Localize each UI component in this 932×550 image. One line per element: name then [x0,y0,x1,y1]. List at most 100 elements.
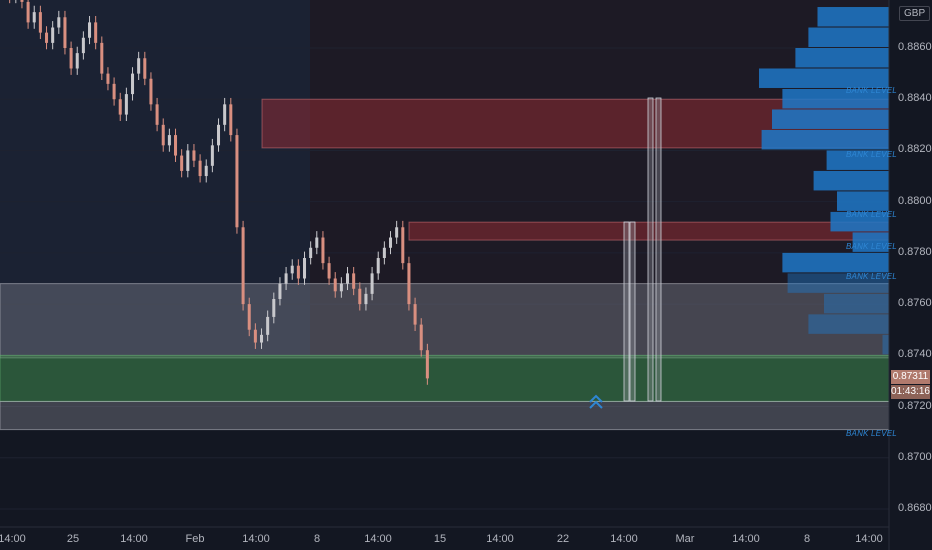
candle-body [407,263,411,305]
candle-body [223,104,227,125]
candle-body [321,237,325,264]
candle-body [26,1,30,23]
bank-level-label: BANK LEVEL [846,150,897,159]
candle-body [94,22,98,43]
candle-body [63,17,67,48]
volume-profile-bar [782,252,889,273]
price-tick-label: 0.86800 [898,502,932,514]
volume-profile-bar [882,334,889,355]
candle-body [260,334,264,343]
candle-body [247,304,251,330]
demand-zone [0,354,890,402]
candle-body [253,329,257,343]
time-tick-label: 14:00 [855,533,883,545]
candle-body [143,58,147,79]
candle-body [309,247,313,259]
projection-bar [623,221,630,402]
range-zone [0,283,890,359]
candle-body [186,150,190,171]
time-tick-label: Feb [185,533,205,545]
time-tick-label: 8 [803,533,811,545]
candle-body [389,237,393,248]
markers-layer [623,97,662,402]
current-price-badge: 0.87311 [891,370,930,384]
candle-body [376,258,380,274]
candle-body [395,227,399,238]
bank-level-label: BANK LEVEL [846,210,897,219]
candle-body [339,283,343,292]
candle-body [124,94,128,115]
candle-body [167,135,171,146]
time-tick-label: 14:00 [364,533,392,545]
time-tick-label: 14:00 [0,533,26,545]
double-chevron-up-icon [589,394,603,409]
candle-body [180,155,184,171]
candle-body [315,237,319,248]
grid-lines [0,47,889,510]
candle-body [278,283,282,299]
candle-body [131,73,135,95]
time-tick-label: 14:00 [732,533,760,545]
currency-label[interactable]: GBP [899,6,931,21]
bank-level-label: BANK LEVEL [846,272,897,281]
bank-level-label: BANK LEVEL [846,86,897,95]
candle-body [106,73,110,84]
candle-body [327,263,331,279]
candle-body [266,316,270,335]
candle-body [333,278,337,292]
projection-bar [629,221,636,402]
candle-body [75,53,79,69]
projection-bar [647,97,654,402]
time-tick-label: 22 [556,533,570,545]
volume-profile-bar [782,88,889,109]
candle-body [88,22,92,38]
time-tick-label: 15 [433,533,447,545]
candle-body [346,273,350,284]
candle-body [303,258,307,279]
candle-body [296,265,300,279]
candle-body [364,293,368,305]
bank-level-label: BANK LEVEL [846,429,897,438]
candle-body [38,12,42,33]
range-zone [0,400,890,431]
candle-body [155,104,159,125]
candle-body [413,304,417,325]
time-tick-label: 8 [313,533,321,545]
candle-body [210,145,214,166]
candle-body [358,288,362,305]
volume-profile-bar [808,27,889,47]
time-tick-label: 25 [66,533,80,545]
candle-body [370,273,374,294]
candle-body [229,104,233,136]
volume-profile-bar [795,48,889,68]
session-shade-blue [0,0,310,355]
volume-profile-bar [772,109,889,129]
candle-body [69,48,73,69]
time-tick-label: Mar [675,533,695,545]
candle-body [272,298,276,317]
volume-profile-bar [817,7,889,27]
countdown-badge: 01:43:16 [891,385,930,399]
volume-profile-bar [761,129,889,150]
time-tick-label: 14:00 [120,533,148,545]
volume-profile-bar [808,314,889,334]
candle-body [100,42,104,74]
candle-body [204,165,208,177]
volume-profile-bar [759,68,889,88]
candle-body [174,135,178,156]
volume-profile-bar [830,211,889,232]
candle-body [51,27,55,43]
candle-body [118,99,122,115]
volume-profile-bar [787,273,889,293]
candle-body [425,350,429,379]
candle-body [198,160,202,177]
